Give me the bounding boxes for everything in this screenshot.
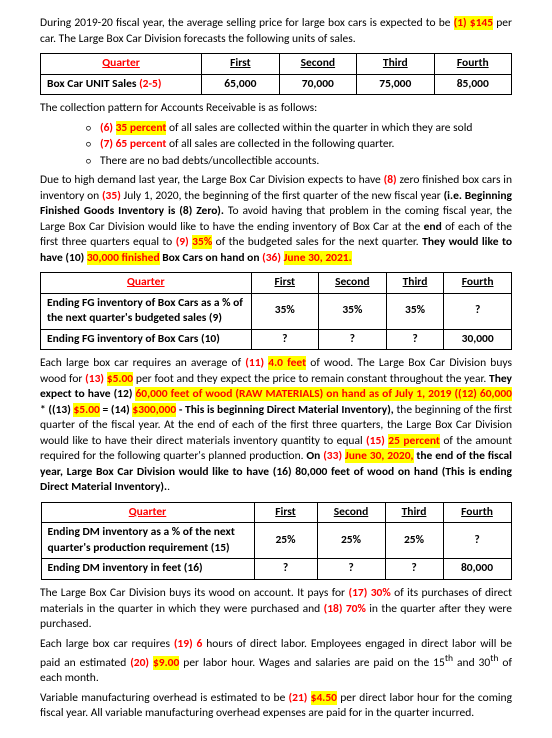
unit-sales-table: Quarter First Second Third Fourth Box Ca… [40, 53, 512, 95]
intro-paragraph: During 2019-20 fiscal year, the average … [40, 16, 512, 47]
cell: 70,000 [279, 74, 356, 95]
cell: 80,000 [443, 559, 511, 580]
dm-inventory-paragraph: Each large box car requires an average o… [40, 356, 512, 496]
col-fourth: Fourth [462, 275, 494, 289]
cell: 25% [254, 523, 317, 559]
cell: 35% [319, 293, 387, 329]
dm-inventory-table: Quarter First Second Third Fourth Ending… [41, 502, 512, 580]
bullet-7: (7) 65 percent of all sales are collecte… [100, 137, 512, 153]
col-first: First [275, 505, 296, 519]
col-second: Second [301, 56, 336, 70]
bullet-6: (6) 35 percent of all sales are collecte… [100, 121, 512, 137]
overhead-paragraph: Variable manufacturing overhead is estim… [40, 691, 512, 722]
col-quarter: Quarter [129, 505, 167, 519]
col-fourth: Fourth [457, 56, 489, 70]
row-label: Ending DM inventory in feet (16) [41, 559, 254, 580]
cell: 25% [385, 523, 443, 559]
fg-inventory-table: Quarter First Second Third Fourth Ending… [40, 272, 512, 350]
ar-bullets: (6) 35 percent of all sales are collecte… [100, 121, 512, 170]
cell: 75,000 [357, 74, 434, 95]
col-first: First [275, 275, 296, 289]
col-quarter: Quarter [102, 56, 140, 70]
cell: ? [319, 329, 387, 350]
cell: 35% [251, 293, 318, 329]
cell: ? [386, 329, 444, 350]
cell: ? [443, 523, 511, 559]
cell: 65,000 [202, 74, 279, 95]
col-quarter: Quarter [127, 275, 165, 289]
col-second: Second [335, 275, 370, 289]
text: During 2019-20 fiscal year, the average … [40, 16, 454, 30]
row-label: Box Car UNIT Sales (2-5) [41, 74, 202, 95]
cell: ? [254, 559, 317, 580]
row-label: Ending DM inventory as a % of the next q… [41, 523, 254, 559]
ar-intro: The collection pattern for Accounts Rece… [40, 101, 512, 117]
col-third: Third [383, 56, 408, 70]
tag-1: (1) $145 [454, 16, 493, 30]
col-fourth: Fourth [461, 505, 493, 519]
fg-inventory-paragraph: Due to high demand last year, the Large … [40, 173, 512, 266]
row-label: Ending FG inventory of Box Cars (10) [41, 329, 252, 350]
cell: 85,000 [434, 74, 511, 95]
col-third: Third [402, 505, 427, 519]
cell: ? [317, 559, 385, 580]
labor-paragraph: Each large box car requires (19) 6 hours… [40, 637, 512, 687]
cell: ? [385, 559, 443, 580]
cell: 25% [317, 523, 385, 559]
col-first: First [230, 56, 251, 70]
cell: ? [251, 329, 318, 350]
row-label: Ending FG inventory of Box Cars as a % o… [41, 293, 252, 329]
col-third: Third [403, 275, 428, 289]
col-second: Second [334, 505, 369, 519]
bullet-nobad: There are no bad debts/uncollectible acc… [100, 154, 512, 170]
wood-purchase-paragraph: The Large Box Car Division buys its wood… [40, 586, 512, 633]
cell: ? [444, 293, 512, 329]
cell: 35% [386, 293, 444, 329]
cell: 30,000 [444, 329, 512, 350]
